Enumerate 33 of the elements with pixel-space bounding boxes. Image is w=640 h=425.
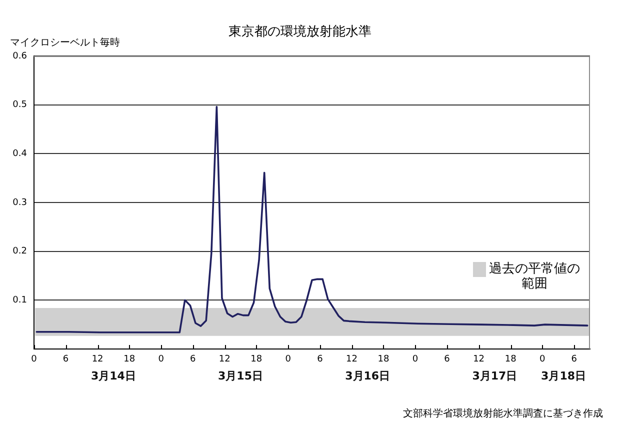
x-tick-label: 0 bbox=[31, 354, 38, 365]
x2-tick-label: 3月18日 bbox=[541, 369, 586, 382]
y-tick-label: 0.3 bbox=[12, 198, 27, 208]
legend-label: 過去の平常値の範囲 bbox=[489, 261, 580, 292]
x-tick-label: 12 bbox=[473, 354, 485, 365]
x-tick-label: 0 bbox=[158, 354, 164, 365]
x2-tick-label: 3月16日 bbox=[345, 369, 390, 382]
x-tick-label: 0 bbox=[285, 354, 292, 365]
x2-tick-label: 3月17日 bbox=[472, 369, 518, 382]
y-tick-label: 0.1 bbox=[12, 296, 27, 306]
x2-tick-label: 3月14日 bbox=[90, 369, 136, 382]
y-tick-label: 0.2 bbox=[12, 246, 27, 257]
x-tick-label: 12 bbox=[92, 354, 104, 365]
x-tick-label: 12 bbox=[346, 354, 358, 365]
x-tick-label: 18 bbox=[504, 354, 517, 365]
x-tick-label: 12 bbox=[218, 354, 230, 365]
x2-tick-label: 3月15日 bbox=[218, 369, 263, 382]
x-tick-label: 6 bbox=[190, 354, 196, 365]
x-tick-label: 6 bbox=[62, 354, 69, 365]
x-tick-label: 18 bbox=[378, 354, 390, 365]
x-tick-label: 0 bbox=[539, 354, 546, 365]
y-tick-label: 0.5 bbox=[12, 100, 27, 110]
chart-title: 東京都の環境放射能水準 bbox=[228, 23, 372, 40]
text: 文部科学省環境放射能水準調査に基づき作成 bbox=[403, 408, 603, 420]
x-tick-label: 18 bbox=[124, 354, 136, 365]
x-tick-label: 18 bbox=[250, 354, 262, 365]
x-tick-label: 6 bbox=[444, 354, 450, 365]
y-tick-label: 0.6 bbox=[12, 51, 28, 62]
x-tick-label: 6 bbox=[317, 354, 324, 365]
y-tick-label: 0.4 bbox=[12, 149, 28, 160]
y-axis-title: マイクロシーベルト毎時 bbox=[10, 36, 120, 49]
x-tick-label: 0 bbox=[412, 354, 418, 365]
x-tick-label: 6 bbox=[571, 354, 578, 365]
